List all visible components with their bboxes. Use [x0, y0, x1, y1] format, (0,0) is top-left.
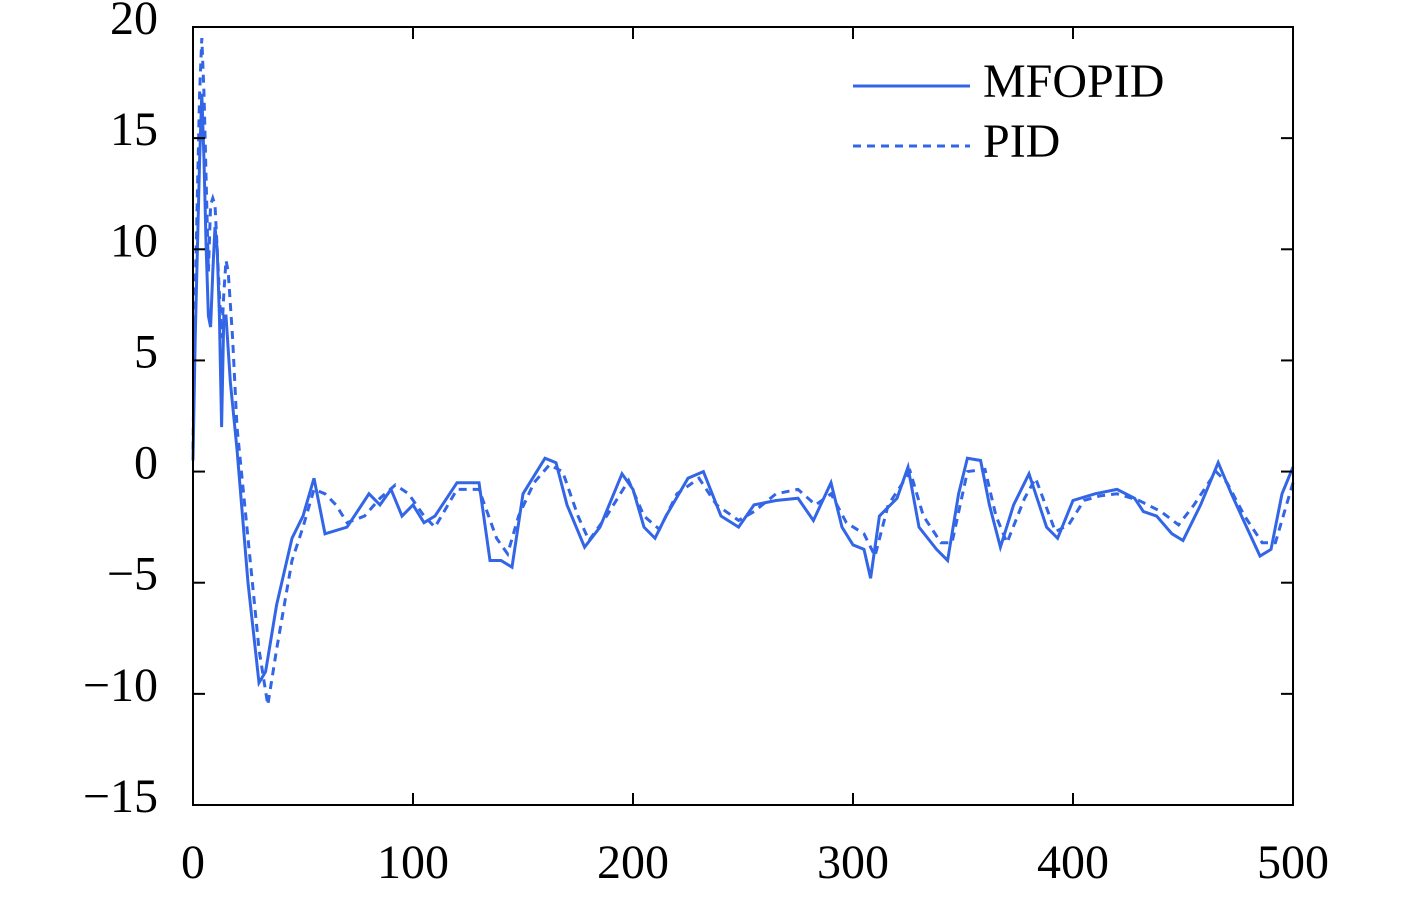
x-tick-label: 500 [1257, 836, 1329, 889]
y-tick-label: 10 [110, 214, 158, 267]
x-tick-label: 400 [1037, 836, 1109, 889]
y-tick-label: −5 [107, 548, 158, 601]
x-tick-label: 0 [181, 836, 205, 889]
y-tick-label: −10 [83, 659, 158, 712]
x-tick-label: 300 [817, 836, 889, 889]
y-tick-label: 5 [134, 325, 158, 378]
x-tick-label: 100 [377, 836, 449, 889]
plot-frame [192, 26, 1294, 806]
series-line [191, 38, 1295, 706]
y-tick-label: 20 [110, 0, 158, 45]
x-tick-label: 200 [597, 836, 669, 889]
legend-label: MFOPID [983, 55, 1164, 108]
y-tick-label: 15 [110, 103, 158, 156]
legend-label: PID [983, 115, 1060, 168]
y-tick-label: 0 [134, 437, 158, 490]
series-line [191, 93, 1295, 688]
y-tick-label: −15 [83, 770, 158, 823]
